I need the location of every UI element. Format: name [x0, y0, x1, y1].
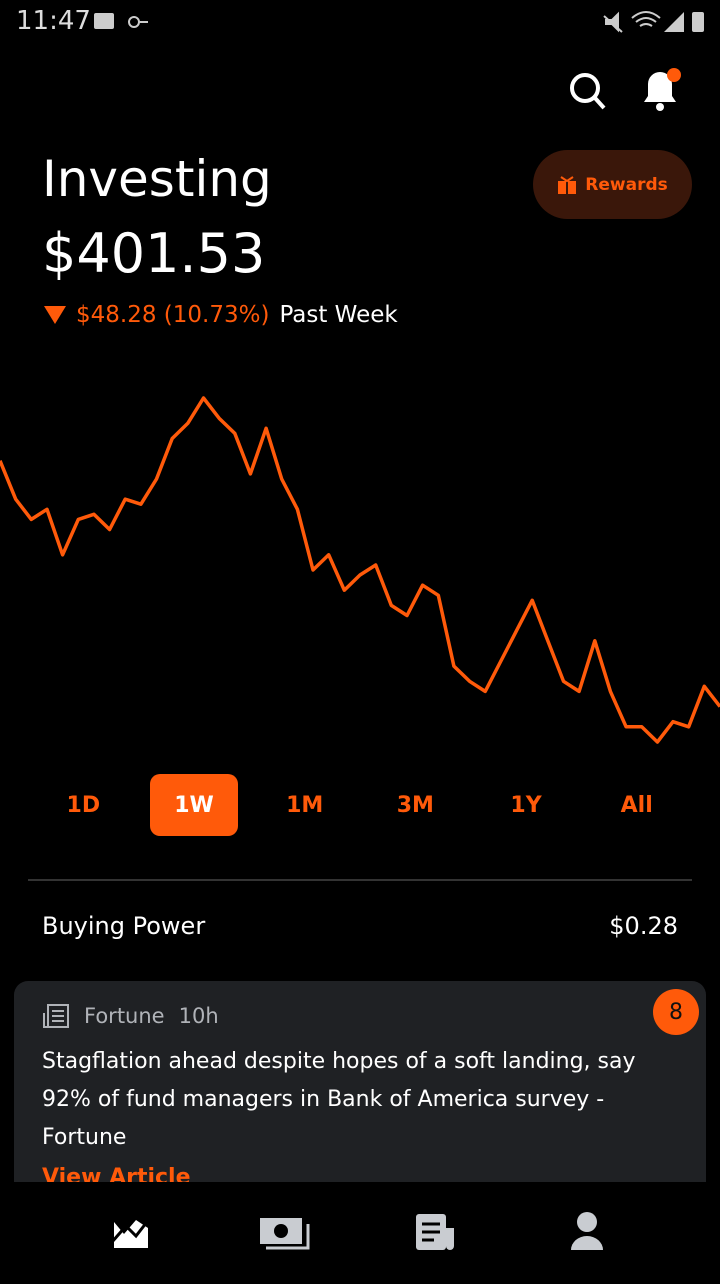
- range-tabs: 1D 1W 1M 3M 1Y All: [28, 774, 692, 836]
- range-tab[interactable]: 1W: [149, 774, 239, 836]
- nav-cash[interactable]: [260, 1218, 310, 1250]
- change-value: $48.28 (10.73%): [76, 302, 270, 328]
- nav-investing[interactable]: [110, 1217, 152, 1248]
- range-tab[interactable]: 1M: [286, 792, 324, 818]
- range-tab[interactable]: 3M: [396, 792, 434, 818]
- portfolio-value: $401.53: [42, 222, 266, 285]
- change-row: $48.28 (10.73%) Past Week: [44, 302, 398, 328]
- down-arrow: [44, 306, 66, 324]
- status-right-icons: [603, 11, 704, 33]
- page-title: Investing: [42, 150, 272, 208]
- news-card[interactable]: Fortune 10h 8 Stagflation ahead despite …: [14, 981, 706, 1211]
- nav-news[interactable]: [416, 1214, 454, 1250]
- news-age: 10h: [178, 1004, 219, 1028]
- news-icon: [43, 1004, 69, 1028]
- notification-icon[interactable]: [636, 64, 686, 114]
- nav-icons: [110, 1212, 603, 1250]
- range-tab[interactable]: All: [620, 792, 653, 818]
- portfolio-chart: [0, 396, 720, 744]
- rewards-button[interactable]: Rewards: [533, 150, 692, 219]
- news-badge: 8: [653, 989, 699, 1035]
- news-headline: Stagflation ahead despite hopes of a sof…: [42, 1049, 636, 1150]
- buying-power-value[interactable]: $0.28: [609, 912, 678, 940]
- news-source: Fortune: [84, 1004, 165, 1028]
- status-time: 11:47: [16, 6, 91, 36]
- price-line: [0, 396, 720, 744]
- rewards-label: Rewards: [585, 174, 668, 195]
- status-icons: [94, 13, 148, 29]
- search-icon[interactable]: [568, 70, 608, 112]
- gift-icon: [558, 175, 577, 194]
- divider: [28, 879, 692, 881]
- news-source-row: Fortune 10h: [42, 1003, 219, 1029]
- nav-account[interactable]: [571, 1212, 603, 1250]
- range-tab[interactable]: 1Y: [510, 792, 542, 818]
- range-tab[interactable]: 1D: [66, 792, 101, 818]
- buying-power-label: Buying Power: [42, 912, 206, 940]
- change-period: Past Week: [279, 302, 398, 328]
- bottom-nav: [0, 1182, 720, 1280]
